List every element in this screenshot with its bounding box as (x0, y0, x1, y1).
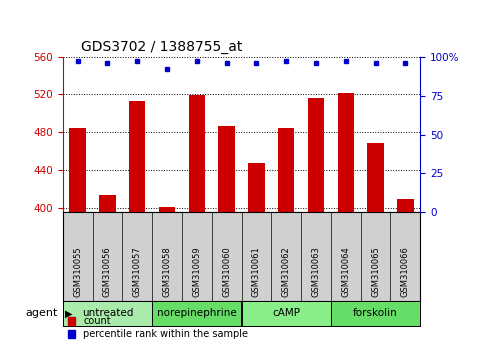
Bar (278, 129, 294, 212)
Text: GSM310060: GSM310060 (222, 247, 231, 297)
Text: GSM310062: GSM310062 (282, 247, 291, 297)
Text: GSM310066: GSM310066 (401, 246, 410, 297)
Bar (368, 143, 384, 212)
Legend: count, percentile rank within the sample: count, percentile rank within the sample (68, 316, 248, 339)
Bar (397, 199, 413, 212)
Text: GSM310061: GSM310061 (252, 247, 261, 297)
Text: agent: agent (26, 308, 58, 318)
Bar (63, 301, 152, 326)
Bar (189, 95, 205, 212)
Text: GSM310055: GSM310055 (73, 247, 82, 297)
Text: GSM310058: GSM310058 (163, 247, 171, 297)
Text: GSM310057: GSM310057 (133, 247, 142, 297)
Text: GDS3702 / 1388755_at: GDS3702 / 1388755_at (81, 40, 242, 54)
Text: norepinephrine: norepinephrine (157, 308, 237, 318)
Text: ▶: ▶ (65, 308, 73, 318)
Bar (218, 126, 235, 212)
Text: GSM310064: GSM310064 (341, 247, 350, 297)
Bar (159, 207, 175, 212)
Bar (99, 195, 115, 212)
Text: untreated: untreated (82, 308, 133, 318)
Text: cAMP: cAMP (272, 308, 300, 318)
Bar (129, 101, 145, 212)
Bar (338, 93, 354, 212)
Bar (308, 98, 324, 212)
Bar (152, 301, 242, 326)
Text: forskolin: forskolin (353, 308, 398, 318)
Bar (331, 301, 420, 326)
Text: GSM310063: GSM310063 (312, 246, 320, 297)
Text: GSM310065: GSM310065 (371, 247, 380, 297)
Bar (242, 301, 331, 326)
Text: GSM310056: GSM310056 (103, 247, 112, 297)
Bar (70, 129, 86, 212)
Bar (248, 163, 265, 212)
Text: GSM310059: GSM310059 (192, 247, 201, 297)
